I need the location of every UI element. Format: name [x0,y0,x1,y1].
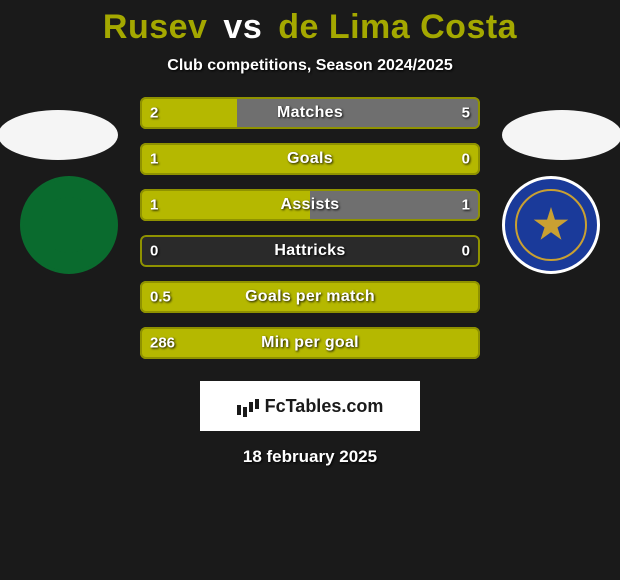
subtitle: Club competitions, Season 2024/2025 [0,57,620,75]
stat-label: Hattricks [274,242,345,260]
stat-bar-right [237,97,480,129]
player1-name: Rusev [103,8,208,46]
stat-row: 0 0 Hattricks [140,235,480,267]
stat-value-right: 0 [462,243,470,260]
stat-row: 2 5 Matches [140,97,480,129]
player1-avatar-placeholder [0,110,118,160]
stat-value-right: 5 [462,105,470,122]
stat-value-right: 0 [462,151,470,168]
stat-label: Goals [287,150,333,168]
chart-icon [237,397,259,415]
stat-bars: 2 5 Matches 1 0 Goals 1 1 Assists 0 0 Hattricks 0.5 G… [140,97,480,359]
stat-value-right: 1 [462,197,470,214]
player2-name: de Lima Costa [278,8,517,46]
stat-label: Goals per match [245,288,375,306]
stat-value-left: 0 [150,243,158,260]
date-label: 18 february 2025 [0,447,620,467]
stat-value-left: 286 [150,335,175,352]
page-title: Rusev vs de Lima Costa [0,8,620,47]
title-vs: vs [223,8,262,46]
stat-row: 0.5 Goals per match [140,281,480,313]
stat-value-left: 1 [150,197,158,214]
branding-text: FcTables.com [265,396,384,417]
branding-box: FcTables.com [200,381,420,431]
stat-row: 1 0 Goals [140,143,480,175]
stat-label: Matches [277,104,343,122]
player1-club-badge [20,176,118,274]
stat-row: 1 1 Assists [140,189,480,221]
stat-value-left: 1 [150,151,158,168]
stat-value-left: 2 [150,105,158,122]
comparison-card: Rusev vs de Lima Costa Club competitions… [0,0,620,580]
player2-avatar-placeholder [502,110,620,160]
stat-label: Assists [280,196,339,214]
player2-club-badge [502,176,600,274]
stat-label: Min per goal [261,334,359,352]
stat-row: 286 Min per goal [140,327,480,359]
stat-value-left: 0.5 [150,289,171,306]
